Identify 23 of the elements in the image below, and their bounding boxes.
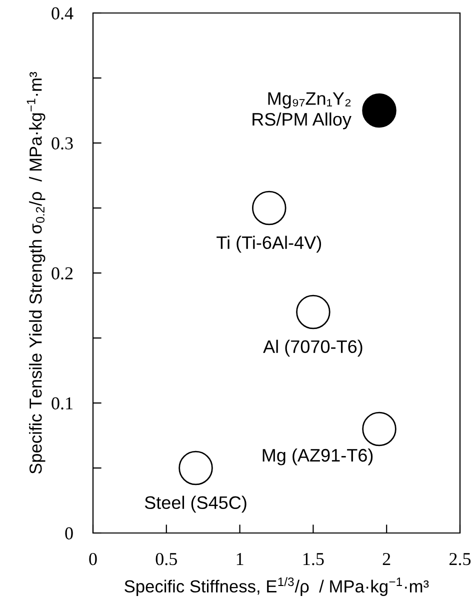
annotation: Mg₉₇Zn₁Y₂ RS/PM Alloy bbox=[252, 92, 352, 130]
annotation: Mg (AZ91-T6) bbox=[262, 448, 373, 466]
x-tick-label: 1.5 bbox=[304, 553, 324, 566]
y-tick-label: 0.4 bbox=[52, 7, 74, 20]
annotation: Ti (Ti-6Al-4V) bbox=[216, 236, 322, 253]
point bbox=[252, 190, 286, 226]
x-tick-label: 0 bbox=[89, 552, 97, 566]
x-tick-label: 0.5 bbox=[156, 552, 177, 566]
x-axis-title: Specific Stiffness, E$^{1/3}$/ρ / MPa·kg$^{−1}$·m³ bbox=[124, 577, 429, 596]
y-tick-label: 0 bbox=[65, 527, 73, 540]
x-tick-label: 1 bbox=[236, 553, 244, 565]
annotation: Al (7070-T6) bbox=[263, 340, 362, 357]
annotation: Steel (S45C) bbox=[144, 496, 246, 513]
y-tick-label: 0.1 bbox=[52, 397, 72, 410]
y-tick-label: 0.2 bbox=[52, 267, 73, 280]
point bbox=[178, 450, 213, 486]
y-axis-title: Specific Tensile Yield Strength σ$_{0.2}$/ρ / MPa·kg$^{−1}$·m³ bbox=[26, 72, 46, 474]
y-tick-label: 0.3 bbox=[52, 137, 73, 150]
x-tick-label: 2.5 bbox=[450, 553, 471, 566]
point bbox=[296, 294, 330, 330]
point bbox=[362, 412, 396, 446]
point bbox=[362, 93, 396, 128]
x-tick-label: 2 bbox=[382, 553, 390, 565]
